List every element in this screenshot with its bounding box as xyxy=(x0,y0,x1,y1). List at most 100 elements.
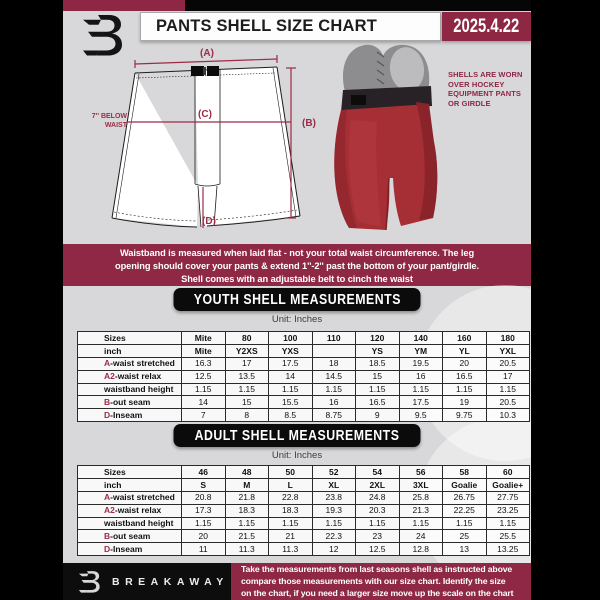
diagram-label-b: (B) xyxy=(302,118,316,129)
table-cell: 22.3 xyxy=(311,529,356,544)
table-cell: 20.5 xyxy=(485,395,530,410)
table-cell: 25.5 xyxy=(485,529,530,544)
table-cell: 1.15 xyxy=(398,382,443,397)
table-cell: 1.15 xyxy=(181,516,226,531)
table-cell: 13.25 xyxy=(485,542,530,557)
table-cell: 24 xyxy=(398,529,443,544)
table-row: B-out seam 20 21.5 21 22.3 23 24 25 25.5 xyxy=(77,529,530,544)
table-cell: 14.5 xyxy=(311,369,356,384)
pants-measurement-diagram: (A) (B) (C) (D) xyxy=(111,48,316,228)
table-cell: YL xyxy=(442,343,487,358)
adult-measurements-table: Sizes 46 48 50 52 54 56 58 60 inch S M L XL 2XL 3XL Goal… xyxy=(77,465,530,557)
youth-unit-label: Unit: Inches xyxy=(271,314,323,325)
row-label: Sizes xyxy=(77,465,182,479)
photo-note: SHELLS ARE WORN OVER HOCKEY EQUIPMENT PA… xyxy=(448,70,523,108)
table-cell: 15 xyxy=(355,369,400,384)
table-row: Sizes Mite 80 100 110 120 140 160 180 xyxy=(77,331,530,345)
table-cell: XL xyxy=(311,477,356,492)
table-row: A-waist stretched 16.3 17 17.5 18 18.5 19.5 20 2… xyxy=(77,356,530,371)
table-cell: 22.25 xyxy=(442,503,487,518)
row-label: waistband height xyxy=(77,382,182,397)
table-cell: 21.3 xyxy=(398,503,443,518)
table-cell: 15.5 xyxy=(268,395,313,410)
table-cell: 1.15 xyxy=(485,516,530,531)
row-label: B-out seam xyxy=(77,395,182,410)
table-cell: 16.3 xyxy=(181,356,226,371)
table-cell: Mite xyxy=(181,343,226,358)
table-cell: YXL xyxy=(485,343,530,358)
table-cell: 1.15 xyxy=(224,382,269,397)
top-stripe-maroon xyxy=(63,0,185,11)
table-cell: YM xyxy=(398,343,443,358)
table-row: A2-waist relax 17.3 18.3 18.3 19.3 20.3 21.3 22… xyxy=(77,503,530,518)
table-row: A2-waist relax 12.5 13.5 14 14.5 15 16 16.5 17 xyxy=(77,369,530,384)
table-cell: 20 xyxy=(181,529,226,544)
table-cell: 1.15 xyxy=(311,516,356,531)
table-cell: 18.5 xyxy=(355,356,400,371)
date-text: 2025.4.22 xyxy=(453,15,520,37)
table-row: A-waist stretched 20.8 21.8 22.8 23.8 24.8 25.… xyxy=(77,490,530,505)
table-cell: 23.25 xyxy=(485,503,530,518)
table-cell: 140 xyxy=(398,331,443,345)
table-cell: 14 xyxy=(268,369,313,384)
table-cell: YS xyxy=(355,343,400,358)
table-row: inch Mite Y2XS YXS YS YM YL YXL xyxy=(77,343,530,358)
table-cell: 52 xyxy=(311,465,356,479)
table-cell: 12.8 xyxy=(398,542,443,557)
table-cell: 16 xyxy=(311,395,356,410)
table-cell: 1.15 xyxy=(355,382,400,397)
table-cell: 1.15 xyxy=(268,516,313,531)
measure-letter: B xyxy=(104,531,111,542)
size-chart-document: PANTS SHELL SIZE CHART 2025.4.22 xyxy=(63,0,531,600)
table-cell: 9 xyxy=(355,408,400,423)
table-cell: 1.15 xyxy=(224,516,269,531)
table-cell: 17 xyxy=(224,356,269,371)
top-stripe-black xyxy=(185,0,531,11)
table-cell: L xyxy=(268,477,313,492)
row-label: D-Inseam xyxy=(77,408,182,423)
table-cell: 13.5 xyxy=(224,369,269,384)
shell-photo xyxy=(334,44,438,231)
table-cell: 11 xyxy=(181,542,226,557)
table-cell: 120 xyxy=(355,331,400,345)
table-cell: 46 xyxy=(181,465,226,479)
youth-section-heading: YOUTH SHELL MEASUREMENTS xyxy=(173,288,421,311)
measure-letter: D xyxy=(104,544,111,555)
table-cell: YXS xyxy=(268,343,313,358)
table-cell: 25 xyxy=(442,529,487,544)
row-label: waistband height xyxy=(77,516,182,531)
table-cell: 21.8 xyxy=(224,490,269,505)
table-cell: 16.5 xyxy=(442,369,487,384)
table-cell: 50 xyxy=(268,465,313,479)
table-cell: 9.75 xyxy=(442,408,487,423)
table-cell: 2XL xyxy=(355,477,400,492)
table-cell: 17.5 xyxy=(398,395,443,410)
table-cell: 1.15 xyxy=(355,516,400,531)
table-cell: 8.75 xyxy=(311,408,356,423)
table-cell: 24.8 xyxy=(355,490,400,505)
diagram-label-d: (D) xyxy=(202,216,216,227)
row-label: A-waist stretched xyxy=(77,356,182,371)
table-cell: 20 xyxy=(442,356,487,371)
row-label: inch xyxy=(77,477,182,492)
table-row: waistband height 1.15 1.15 1.15 1.15 1.15 1.15… xyxy=(77,382,530,397)
measure-letter: A2 xyxy=(104,371,115,382)
table-cell: 21 xyxy=(268,529,313,544)
measuring-instructions-banner: Waistband is measured when laid flat - n… xyxy=(63,244,531,286)
measure-letter: A xyxy=(104,492,111,503)
table-cell: 1.15 xyxy=(442,382,487,397)
adult-unit-label: Unit: Inches xyxy=(271,450,323,461)
table-cell: 8 xyxy=(224,408,269,423)
table-cell: 100 xyxy=(268,331,313,345)
table-cell xyxy=(311,343,356,358)
table-cell: 110 xyxy=(311,331,356,345)
measure-letter: A xyxy=(104,358,111,369)
table-cell: 16 xyxy=(398,369,443,384)
table-cell: 18.3 xyxy=(268,503,313,518)
table-cell: 15 xyxy=(224,395,269,410)
table-cell: 17 xyxy=(485,369,530,384)
table-cell: 8.5 xyxy=(268,408,313,423)
table-cell: 3XL xyxy=(398,477,443,492)
table-cell: Mite xyxy=(181,331,226,345)
table-cell: 48 xyxy=(224,465,269,479)
